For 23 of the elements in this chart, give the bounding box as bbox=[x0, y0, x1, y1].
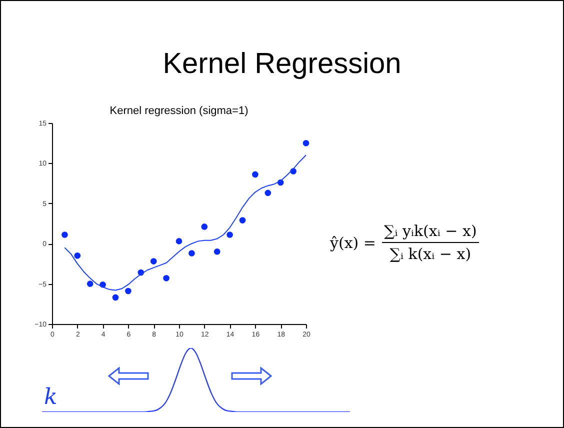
point bbox=[226, 232, 233, 238]
text: ∑ᵢ k(xᵢ − x) bbox=[390, 244, 472, 263]
text: ∑ᵢ yᵢk(xᵢ − x) bbox=[382, 222, 479, 243]
point bbox=[239, 217, 246, 224]
chart-subtitle: Kernel regression (sigma=1) bbox=[110, 105, 248, 117]
point bbox=[74, 252, 81, 259]
point bbox=[264, 190, 272, 196]
point bbox=[214, 248, 220, 255]
point bbox=[302, 140, 310, 146]
text: ŷ(x) = bbox=[330, 234, 376, 252]
point bbox=[86, 280, 94, 287]
point bbox=[176, 238, 182, 244]
point bbox=[201, 224, 208, 230]
point bbox=[188, 250, 195, 256]
point bbox=[112, 294, 119, 301]
point bbox=[163, 275, 170, 282]
annotation: k bbox=[44, 385, 58, 410]
point bbox=[62, 232, 68, 238]
point bbox=[150, 258, 157, 264]
chart-title: Kernel Regression bbox=[162, 48, 402, 81]
point bbox=[252, 171, 258, 178]
point bbox=[125, 288, 132, 294]
line-series bbox=[64, 154, 306, 291]
